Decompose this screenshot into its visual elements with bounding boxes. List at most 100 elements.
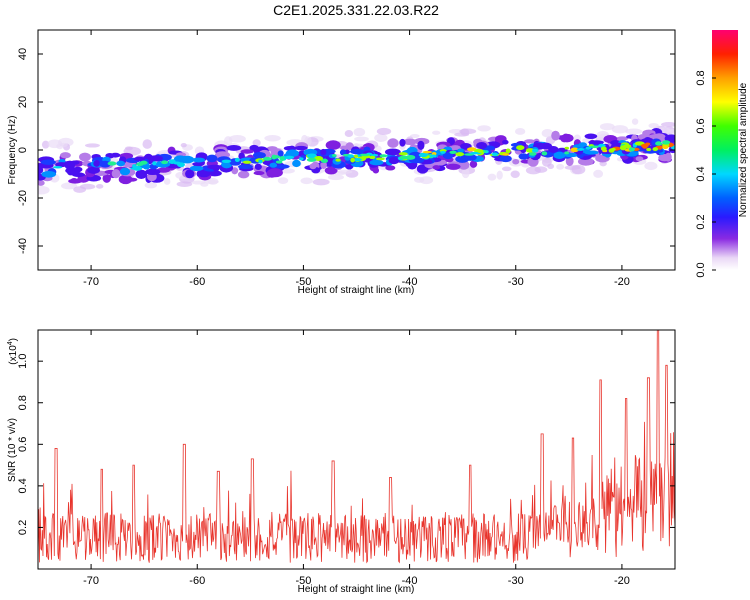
spectrogram-cell [460, 128, 470, 136]
spectrogram-cell [657, 146, 662, 150]
spectrogram-cell [369, 155, 376, 160]
spectrogram-cell [192, 161, 205, 167]
snr-xtick-label: -70 [83, 575, 99, 587]
spectrogram-cell [60, 152, 71, 159]
snr-xtick-label: -40 [402, 575, 418, 587]
spectrogram-cell [628, 147, 635, 152]
spectrogram-cell [249, 144, 259, 152]
spectrogram-cell [325, 140, 341, 150]
spectrogram-cell [277, 177, 289, 185]
spectrogram-cell [417, 140, 425, 150]
spectrogram-cell [528, 152, 537, 156]
colorbar-tick-label: 0.6 [695, 118, 707, 133]
spectrogram-cell [619, 145, 627, 151]
spectrogram-cell [399, 138, 406, 147]
spectrogram-cell [116, 160, 126, 167]
spectrogram-cell [350, 157, 356, 163]
spectrogram-cell [464, 154, 477, 161]
spectrogram-cell [496, 170, 503, 180]
spectrogram-cell [476, 141, 488, 150]
spectrogram-cell [298, 157, 304, 161]
spectrogram-cell [252, 139, 261, 147]
spectrogram-cell [267, 168, 283, 178]
spectrogram-cell [133, 156, 146, 162]
spectrogram-cell [95, 183, 104, 189]
spectrogram-cell [279, 156, 285, 162]
spectrogram-cell [163, 178, 171, 185]
colorbar-tick-label: 0.8 [695, 70, 707, 85]
spectrogram-cell [655, 141, 663, 146]
spectrogram-cell [635, 156, 644, 162]
spectrogram-cell [600, 146, 607, 151]
spectrogram-cell [84, 143, 100, 148]
spectrogram-cell [344, 129, 354, 138]
spectrogram-cell [518, 153, 529, 160]
spectrogram-cell [38, 180, 45, 186]
spectrogram-cell [38, 185, 50, 195]
snr-ytick-label: 0.6 [17, 437, 29, 452]
spectrogram-cell [457, 148, 465, 153]
spectrogram-cell [502, 153, 510, 156]
spectrogram-cell [440, 150, 446, 154]
spectrogram-xtick-label: -50 [295, 276, 311, 288]
spectrogram-ylabel: Frequency (Hz) [7, 116, 18, 185]
chart-title: C2E1.2025.331.22.03.R22 [273, 2, 439, 18]
spectrogram-cell [648, 123, 659, 129]
spectrogram-cell [432, 165, 441, 170]
spectrogram-cell [285, 149, 300, 157]
spectrogram-cell [149, 155, 163, 162]
spectrogram-cell [502, 139, 509, 145]
spectrogram-cell [79, 152, 91, 162]
spectrogram-cell [207, 177, 219, 185]
spectrogram-cell [608, 148, 615, 153]
spectrogram-cell [271, 154, 277, 160]
spectrogram-cell [564, 151, 570, 155]
spectrogram-cell [349, 148, 365, 155]
snr-series-line [38, 330, 675, 564]
spectrogram-cell [646, 147, 652, 152]
spectrogram-cell [173, 161, 181, 165]
spectrogram-cell [320, 148, 327, 156]
spectrogram-cell [458, 160, 470, 170]
spectrogram-cell [234, 157, 240, 162]
spectrogram-cell [449, 150, 457, 155]
spectrogram-cell [585, 146, 592, 150]
spectrogram-cell [660, 122, 675, 128]
colorbar-tick-label: 0.4 [695, 166, 707, 181]
spectrogram-cell [277, 150, 284, 157]
spectrogram-cell [448, 128, 463, 134]
spectrogram-cell [422, 150, 433, 154]
spectrogram-cell [253, 171, 265, 176]
spectrogram-cell [510, 170, 520, 179]
spectrogram-cell [399, 155, 409, 160]
snr-multiplier: (x104) [7, 338, 19, 365]
spectrogram-cell [461, 168, 470, 179]
snr-xtick-label: -20 [614, 575, 630, 587]
spectrogram-cell [487, 173, 497, 181]
spectrogram-cell [240, 149, 254, 154]
spectrogram-cell [152, 161, 157, 166]
colorbar: 0.0 0.2 0.4 0.6 0.8 Normalized spectral ampl… [695, 30, 749, 278]
spectrogram-cell [405, 154, 416, 160]
spectrogram-cell [327, 174, 344, 181]
spectrogram-xtick-label: -70 [83, 276, 99, 288]
spectrogram-cell [197, 170, 211, 178]
spectrogram-cell [111, 168, 121, 179]
spectrogram-cell [385, 165, 396, 171]
spectrogram-cell [130, 167, 140, 170]
spectrogram-cell [70, 160, 80, 165]
spectrogram-cell [477, 125, 491, 132]
snr-frame [37, 329, 676, 570]
spectrogram-cell [512, 158, 520, 165]
spectrogram-cell [599, 160, 607, 167]
spectrogram-cell [221, 159, 232, 163]
spectrogram-cell [226, 145, 242, 151]
spectrogram-cell [300, 177, 313, 185]
spectrogram-cell [99, 160, 111, 168]
spectrogram-cell [87, 166, 100, 174]
spectrogram-cell [560, 135, 569, 143]
spectrogram-cell [306, 157, 317, 162]
spectrogram-ytick-label: -20 [17, 190, 29, 206]
snr-panel: -70 -60 -50 -40 -30 -20 0.2 0.4 0.6 0.8 1.0 Height… [7, 329, 676, 595]
